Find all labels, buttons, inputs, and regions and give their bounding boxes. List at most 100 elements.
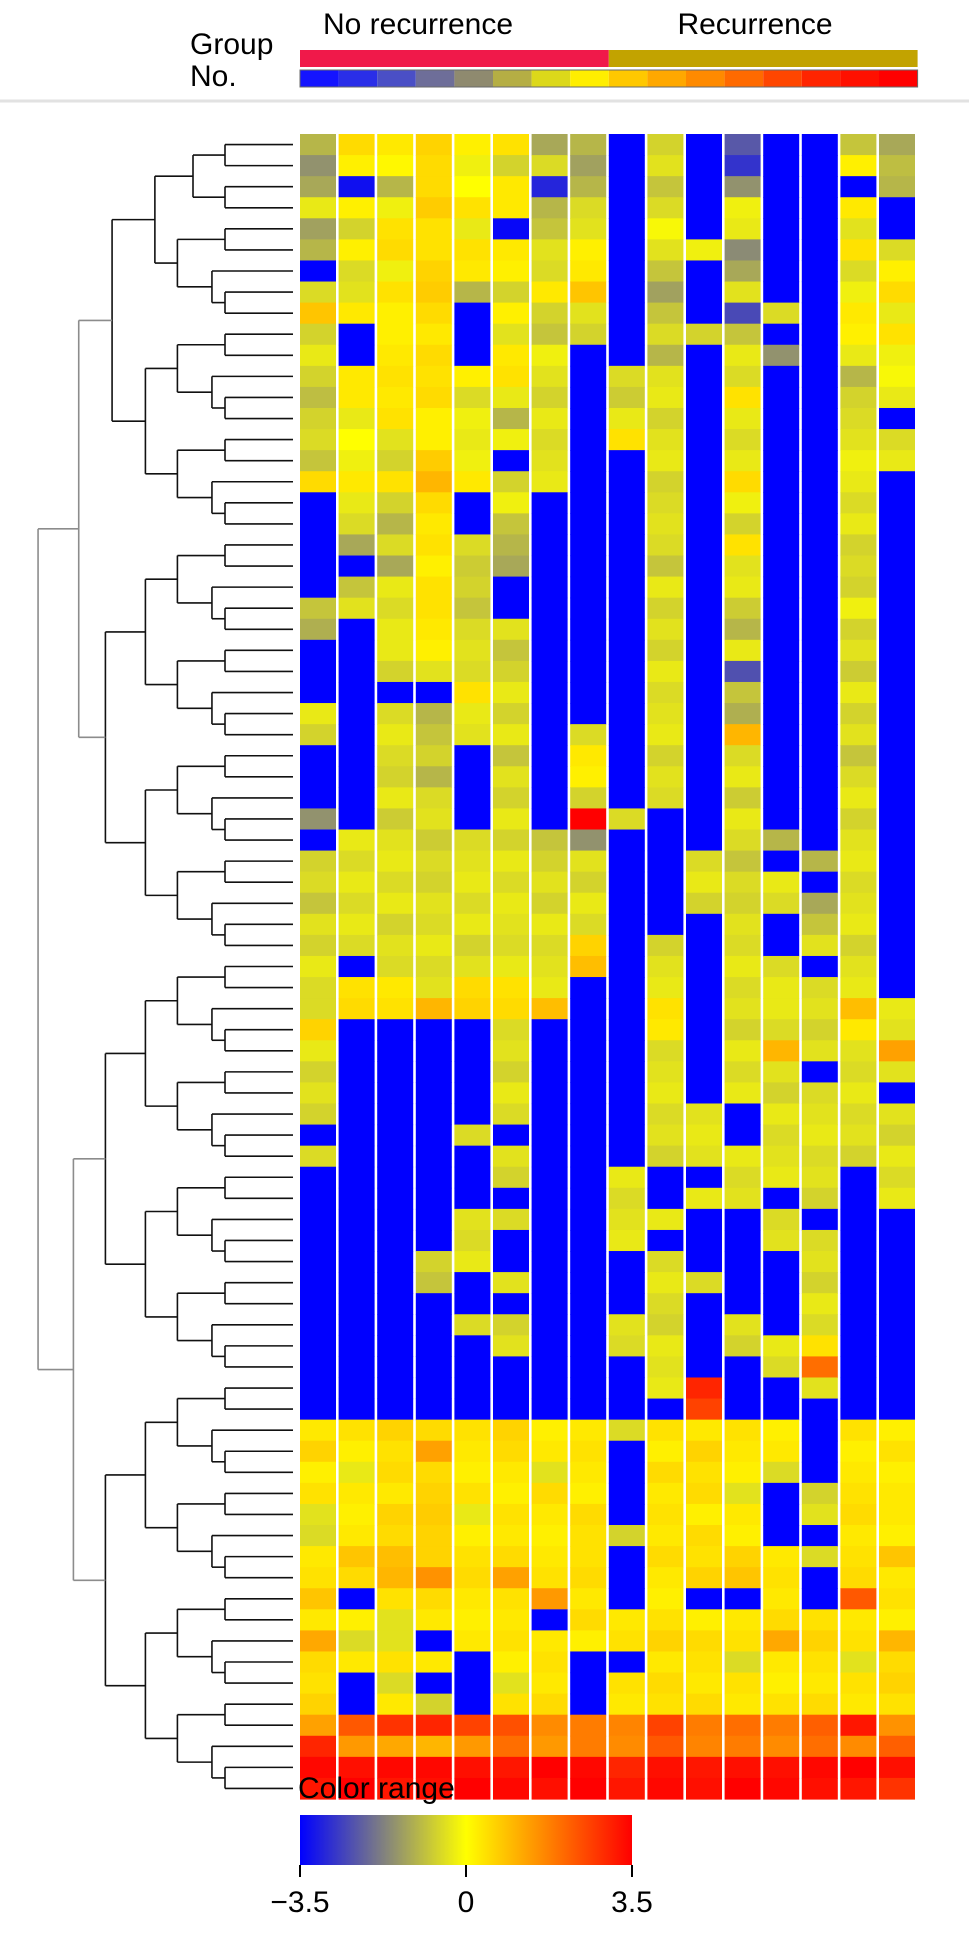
- heatmap-cell: [570, 176, 607, 198]
- heatmap-cell: [763, 1251, 800, 1273]
- heatmap-cell: [608, 1335, 645, 1358]
- heatmap-cell: [879, 724, 915, 746]
- heatmap-cell: [840, 724, 877, 746]
- heatmap-cell: [608, 1293, 645, 1315]
- heatmap-cell: [300, 1166, 336, 1189]
- heatmap-cell: [686, 766, 722, 788]
- heatmap-cell: [608, 302, 645, 325]
- heatmap-cell: [377, 555, 414, 578]
- heatmap-cell: [338, 1187, 375, 1210]
- heatmap-cell: [686, 1440, 722, 1463]
- heatmap-cell: [454, 787, 491, 810]
- heatmap-cell: [879, 808, 915, 831]
- heatmap-cell: [840, 155, 877, 177]
- heatmap-cell: [879, 1166, 915, 1189]
- heatmap-cell: [686, 1377, 722, 1400]
- heatmap-cell: [840, 1525, 877, 1547]
- heatmap-cell: [300, 239, 336, 262]
- heatmap-cell: [415, 1187, 452, 1210]
- heatmap-cell: [647, 977, 684, 999]
- heatmap-cell: [686, 407, 722, 430]
- heatmap-cell: [338, 1251, 375, 1273]
- heatmap-cell: [570, 1735, 607, 1758]
- heatmap-cell: [879, 1735, 915, 1758]
- heatmap-cell: [801, 1482, 838, 1505]
- heatmap-cell: [454, 1546, 491, 1568]
- heatmap-cell: [415, 1082, 452, 1105]
- heatmap-cell: [531, 1525, 568, 1547]
- heatmap-cell: [840, 1482, 877, 1505]
- heatmap-cell: [493, 197, 529, 219]
- heatmap-cell: [686, 934, 722, 957]
- heatmap-cell: [879, 555, 915, 578]
- heatmap-cell: [724, 1124, 761, 1147]
- heatmap-cell: [840, 1272, 877, 1294]
- heatmap-cell: [531, 155, 568, 177]
- heatmap-cell: [531, 1398, 568, 1421]
- heatmap-cell: [763, 998, 800, 1020]
- heatmap-cell: [493, 597, 529, 620]
- heatmap-cell: [531, 471, 568, 493]
- heatmap-cell: [493, 407, 529, 430]
- heatmap-cell: [763, 871, 800, 894]
- heatmap-cell: [570, 1630, 607, 1653]
- heatmap-cell: [840, 344, 877, 367]
- heatmap-cell: [724, 1335, 761, 1358]
- heatmap-cell: [686, 239, 722, 262]
- heatmap-cell: [840, 1082, 877, 1105]
- heatmap-cell: [531, 766, 568, 788]
- heatmap-cell: [724, 1419, 761, 1442]
- heatmap-cell: [338, 407, 375, 430]
- heatmap-cell: [415, 998, 452, 1020]
- heatmap-cell: [338, 1208, 375, 1231]
- heatmap-cell: [879, 1525, 915, 1547]
- heatmap-cell: [879, 1777, 915, 1800]
- heatmap-cell: [879, 176, 915, 198]
- heatmap-cell: [493, 1019, 529, 1041]
- heatmap-cell: [377, 1525, 414, 1547]
- heatmap-cell: [300, 977, 336, 999]
- heatmap-cell: [724, 471, 761, 493]
- heatmap-cell: [570, 555, 607, 578]
- heatmap-cell: [415, 1314, 452, 1336]
- heatmap-cell: [415, 1735, 452, 1758]
- heatmap-cell: [570, 1061, 607, 1084]
- heatmap-cell: [415, 492, 452, 514]
- heatmap-cell: [840, 1693, 877, 1716]
- heatmap-cell: [724, 365, 761, 388]
- heatmap-cell: [879, 934, 915, 957]
- heatmap-cell: [763, 1777, 800, 1800]
- heatmap-cell: [840, 386, 877, 409]
- heatmap-cell: [608, 639, 645, 662]
- number-cell-14: [840, 70, 879, 87]
- heatmap-cell: [377, 1040, 414, 1062]
- heatmap-cell: [493, 450, 529, 472]
- heatmap-cell: [724, 639, 761, 662]
- heatmap-cell: [377, 787, 414, 810]
- heatmap-cell: [879, 365, 915, 388]
- number-cell-10: [686, 70, 725, 87]
- heatmap-cell: [608, 1314, 645, 1336]
- heatmap-cell: [300, 597, 336, 620]
- heatmap-cell: [570, 1693, 607, 1716]
- heatmap-cell: [531, 1609, 568, 1631]
- heatmap-cell: [454, 197, 491, 219]
- heatmap-cell: [377, 1609, 414, 1631]
- heatmap-cell: [570, 724, 607, 746]
- heatmap-cell: [801, 1103, 838, 1126]
- heatmap-cell: [338, 239, 375, 262]
- heatmap-cell: [338, 1398, 375, 1421]
- heatmap-cell: [724, 660, 761, 683]
- heatmap-cell: [377, 1335, 414, 1358]
- annotation-header: Group No. No recurrence Recurrence: [190, 8, 919, 93]
- heatmap-cell: [724, 787, 761, 810]
- heatmap-cell: [531, 1335, 568, 1358]
- heatmap-cell: [879, 576, 915, 599]
- heatmap-cell: [415, 176, 452, 198]
- heatmap-cell: [801, 365, 838, 388]
- heatmap-cell: [454, 281, 491, 304]
- heatmap-cell: [300, 134, 336, 156]
- heatmap-cell: [531, 724, 568, 746]
- heatmap-cell: [531, 787, 568, 810]
- heatmap-cell: [840, 787, 877, 810]
